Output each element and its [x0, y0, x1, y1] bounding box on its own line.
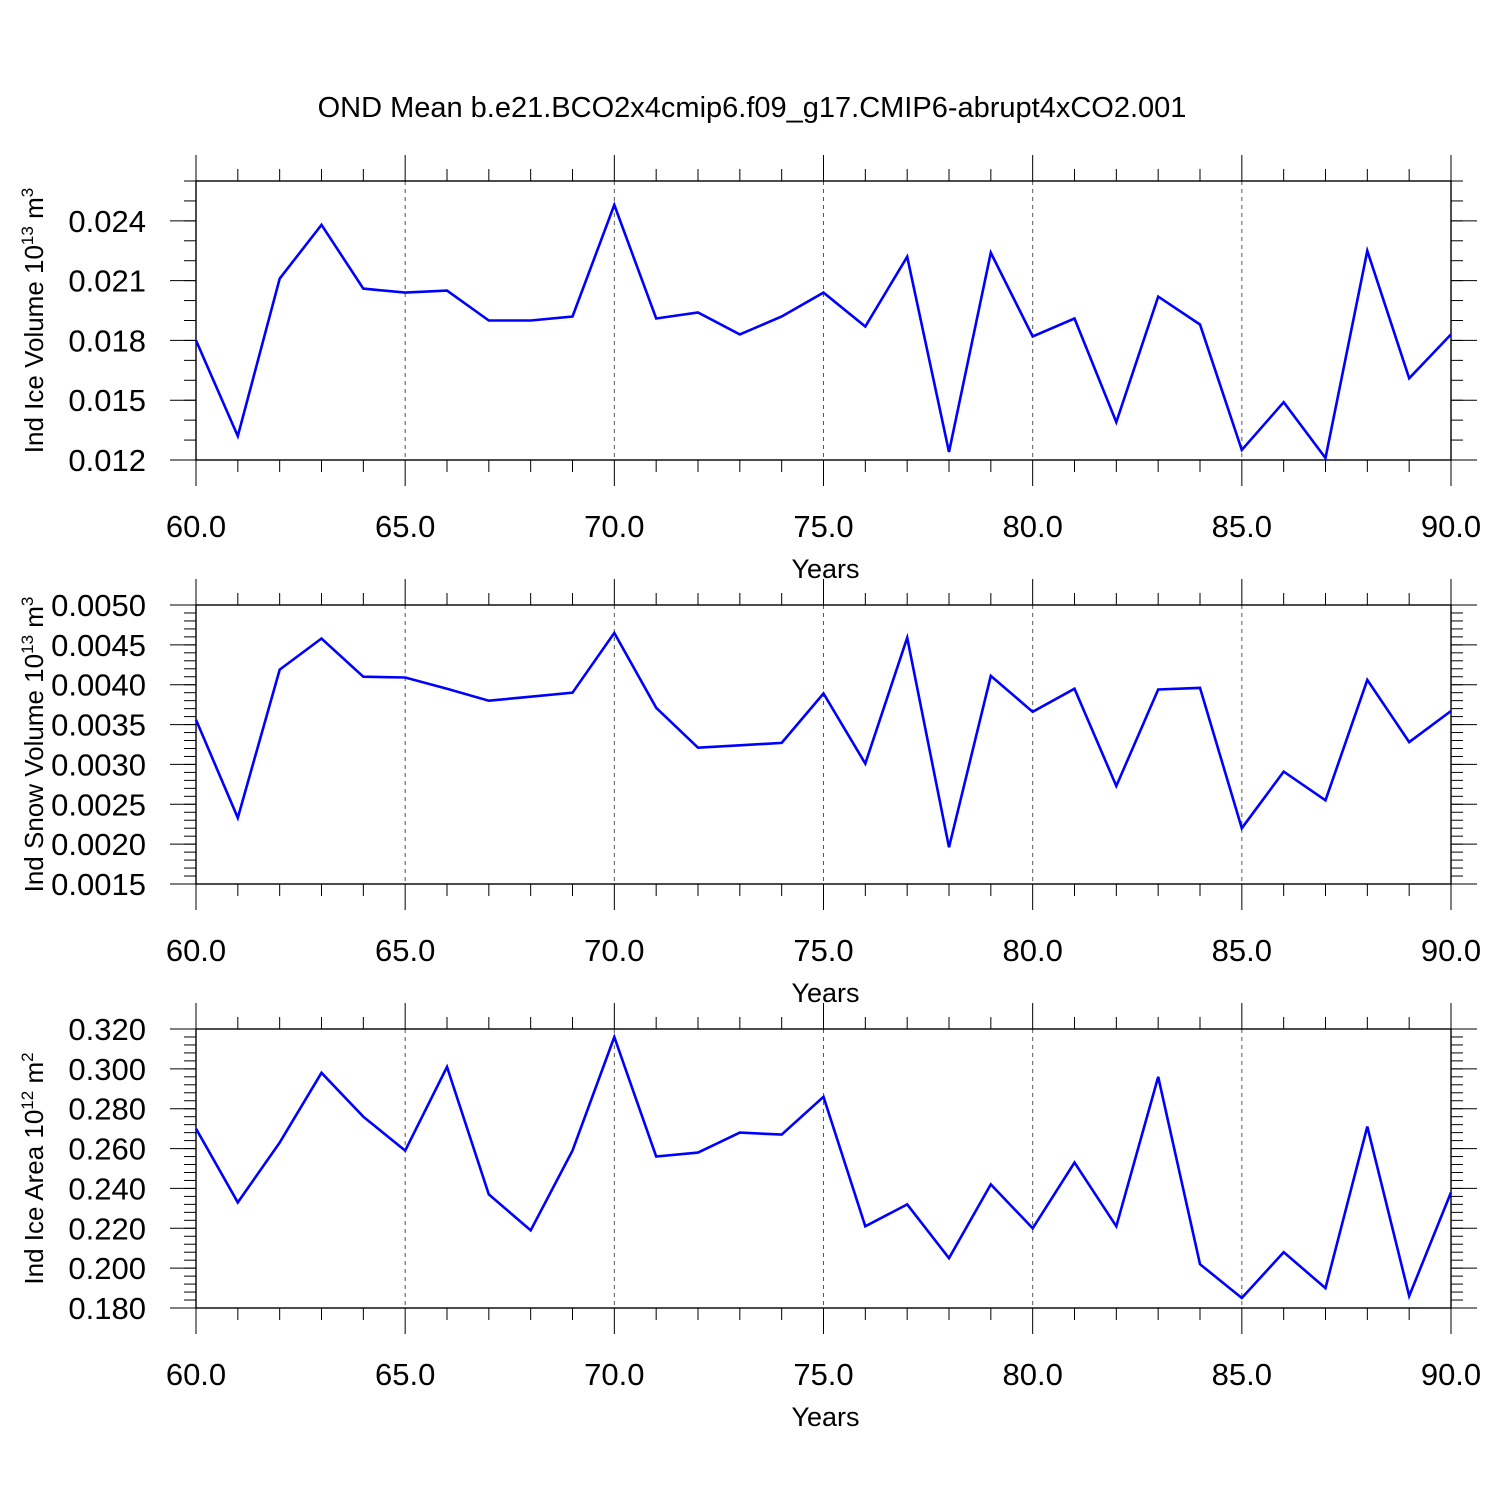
x-tick-label: 70.0	[584, 1357, 644, 1392]
x-tick-label: 65.0	[375, 933, 435, 968]
x-tick-label: 75.0	[793, 933, 853, 968]
x-axis-label: Years	[791, 1402, 859, 1432]
y-tick-label: 0.018	[68, 323, 146, 358]
y-tick-label: 0.180	[68, 1291, 146, 1326]
x-tick-label: 65.0	[375, 1357, 435, 1392]
x-tick-label: 85.0	[1212, 933, 1272, 968]
x-axis-label: Years	[791, 554, 859, 584]
y-tick-label: 0.0020	[51, 827, 146, 862]
x-tick-label: 80.0	[1002, 933, 1062, 968]
chart-panel-3: 0.180 0.200 0.220 0.240 0.260 0.280 0.300 0.320…	[18, 1003, 1481, 1432]
series-line	[194, 201, 1452, 462]
x-tick-label: 70.0	[584, 509, 644, 544]
x-tick-label: 75.0	[793, 509, 853, 544]
y-tick-label: 0.240	[68, 1171, 146, 1206]
y-tick-label: 0.024	[68, 204, 146, 239]
y-tick-label: 0.021	[68, 264, 146, 299]
x-tick-label: 75.0	[793, 1357, 853, 1392]
y-tick-label: 0.0015	[51, 867, 146, 902]
x-tick-label: 90.0	[1421, 1357, 1481, 1392]
y-tick-label: 0.0035	[51, 708, 146, 743]
chart-panel-2: 0.0015 0.0020 0.0025 0.0030 0.0035 0.0040 0.00…	[18, 579, 1481, 1008]
y-tick-label: 0.0025	[51, 787, 146, 822]
y-tick-label: 0.260	[68, 1132, 146, 1167]
y-tick-label: 0.200	[68, 1251, 146, 1286]
y-tick-label: 0.220	[68, 1211, 146, 1246]
y-tick-label: 0.0045	[51, 628, 146, 663]
y-tick-label: 0.0050	[51, 588, 146, 623]
y-tick-label: 0.0040	[51, 668, 146, 703]
y-tick-label: 0.300	[68, 1052, 146, 1087]
x-tick-label: 80.0	[1002, 509, 1062, 544]
y-axis-label: Ind Ice Area 1012 m2	[18, 1052, 49, 1284]
x-tick-label: 60.0	[166, 1357, 226, 1392]
y-tick-label: 0.0030	[51, 747, 146, 782]
x-tick-label: 65.0	[375, 509, 435, 544]
chart-title: OND Mean b.e21.BCO2x4cmip6.f09_g17.CMIP6…	[318, 92, 1187, 124]
x-tick-label: 80.0	[1002, 1357, 1062, 1392]
y-tick-label: 0.320	[68, 1012, 146, 1047]
y-tick-label: 0.280	[68, 1092, 146, 1127]
x-tick-label: 70.0	[584, 933, 644, 968]
x-tick-label: 90.0	[1421, 509, 1481, 544]
x-axis-label: Years	[791, 978, 859, 1008]
chart-panel-1: 0.012 0.015 0.018 0.021 0.024 60.0 65.0 70.0 75.…	[18, 155, 1481, 584]
x-tick-label: 90.0	[1421, 933, 1481, 968]
x-tick-label: 85.0	[1212, 509, 1272, 544]
y-axis-label: Ind Snow Volume 1013 m3	[18, 597, 49, 893]
y-tick-label: 0.015	[68, 383, 146, 418]
x-tick-label: 60.0	[166, 933, 226, 968]
x-tick-label: 85.0	[1212, 1357, 1272, 1392]
y-axis-label: Ind Ice Volume 1013 m3	[18, 188, 49, 453]
x-tick-label: 60.0	[166, 509, 226, 544]
y-tick-label: 0.012	[68, 443, 146, 478]
